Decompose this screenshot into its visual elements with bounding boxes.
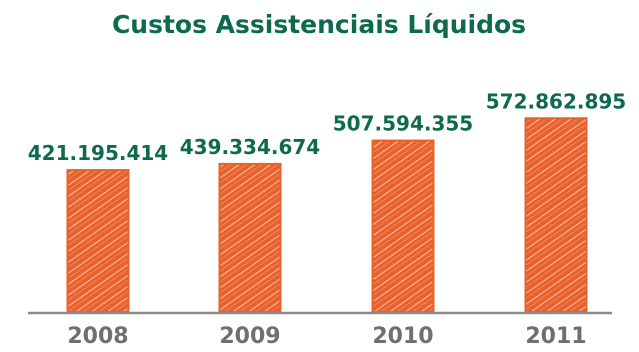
bar-texture-2010 (373, 141, 433, 311)
bar-texture-2008 (68, 171, 128, 311)
chart-title: Custos Assistenciais Líquidos (112, 10, 526, 39)
x-tick-labels: 2008 2009 2010 2011 (67, 324, 586, 349)
x-tick-2008: 2008 (67, 324, 128, 349)
value-label-2011: 572.862.895 (486, 89, 626, 113)
value-label-2008: 421.195.414 (28, 141, 168, 165)
value-label-2009: 439.334.674 (180, 135, 320, 159)
bars-group: 421.195.414 439.334.674 507.594.355 572.862… (28, 89, 626, 313)
x-tick-2011: 2011 (525, 324, 586, 349)
x-tick-2010: 2010 (372, 324, 433, 349)
bar-texture-2009 (220, 164, 280, 311)
x-tick-2009: 2009 (219, 324, 280, 349)
value-label-2010: 507.594.355 (333, 112, 473, 136)
bar-texture-2011 (526, 119, 586, 311)
